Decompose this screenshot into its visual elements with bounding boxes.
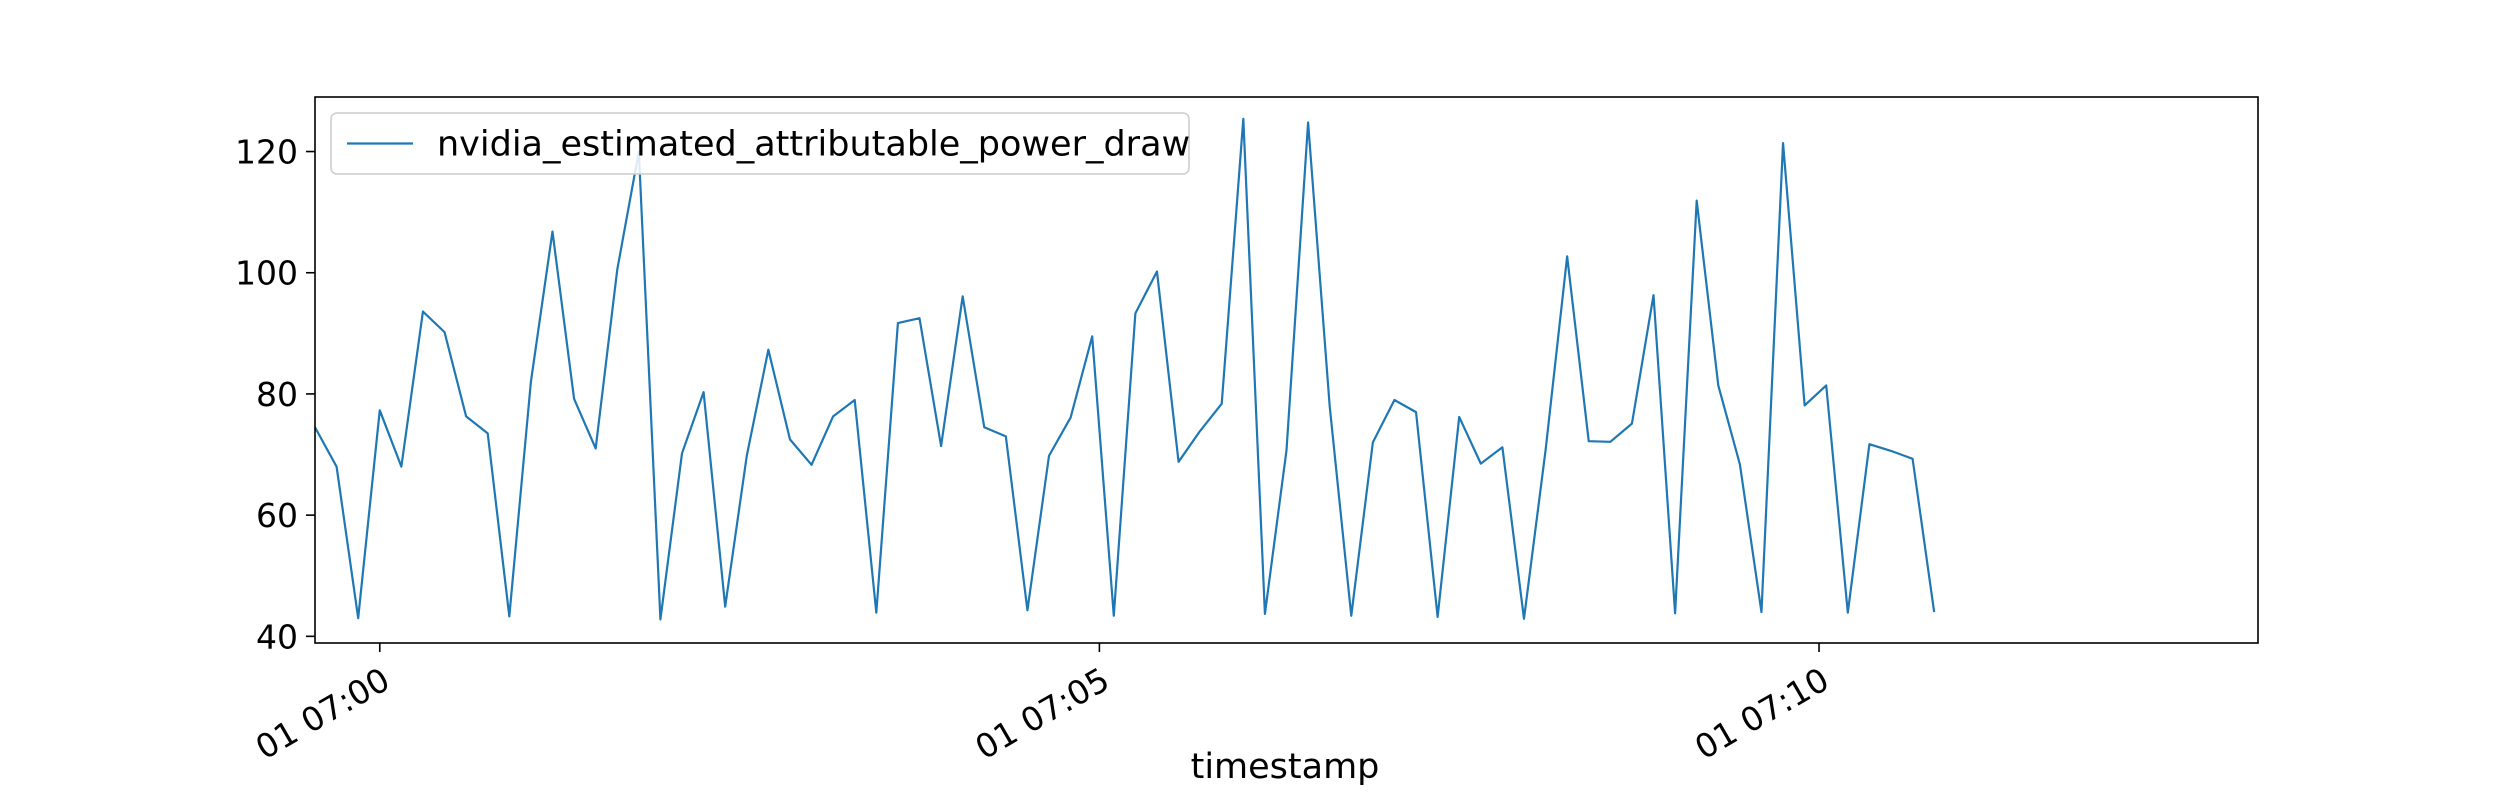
legend-entry-label: nvidia_estimated_attributable_power_draw <box>437 125 1190 165</box>
y-tick-label: 40 <box>256 617 298 656</box>
legend: nvidia_estimated_attributable_power_draw <box>330 112 1190 175</box>
series-line-0 <box>314 117 1936 621</box>
plot-area <box>314 117 1936 621</box>
axes-frame <box>314 96 2259 644</box>
x-axis-label: timestamp <box>1191 747 1380 787</box>
y-tick-label: 120 <box>235 133 298 172</box>
y-tick-label: 60 <box>256 496 298 535</box>
y-tick-label: 100 <box>235 254 298 293</box>
y-tick-label: 80 <box>256 375 298 414</box>
legend-box <box>330 112 1190 175</box>
